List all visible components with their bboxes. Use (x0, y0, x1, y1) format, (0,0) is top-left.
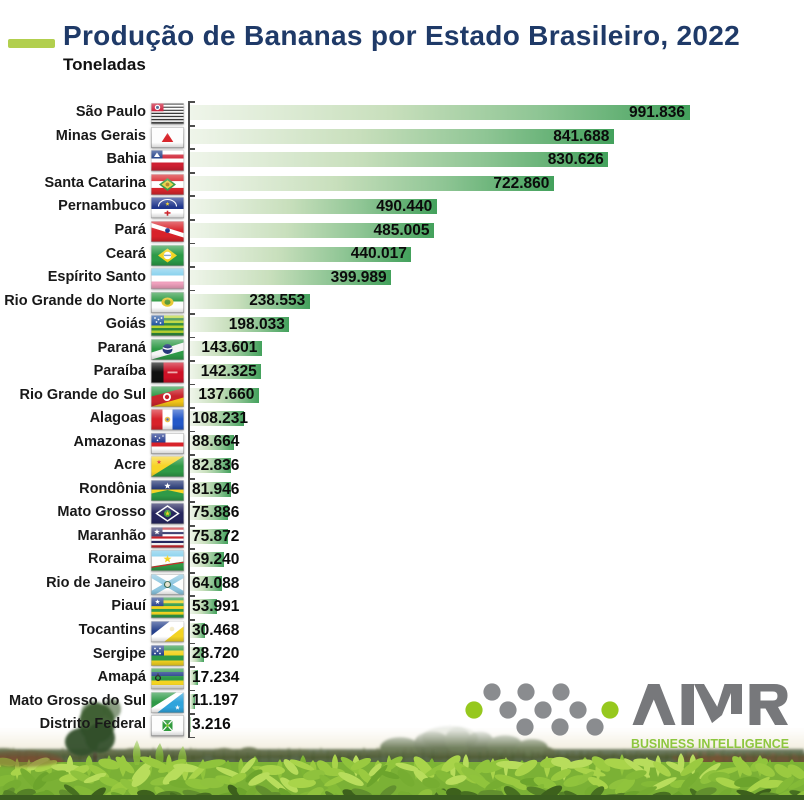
svg-text:BUSINESS INTELLIGENCE: BUSINESS INTELLIGENCE (631, 736, 789, 751)
